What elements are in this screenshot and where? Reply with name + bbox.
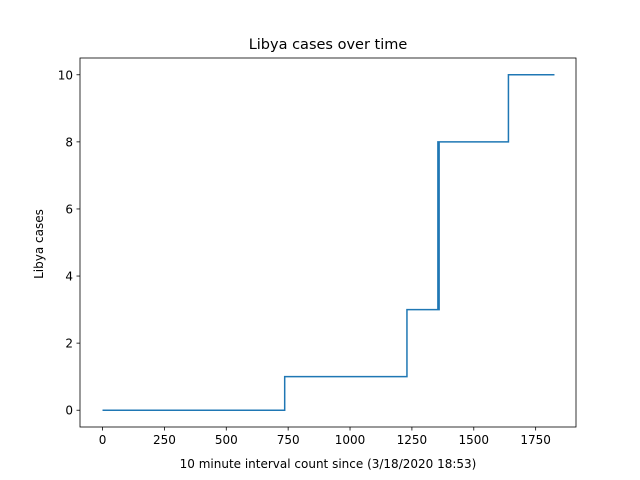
y-tick-label: 0: [65, 404, 73, 418]
plot-area: [102, 74, 555, 411]
y-tick-label: 6: [65, 202, 73, 216]
x-tick-label: 1750: [520, 433, 551, 447]
y-tick-label: 4: [65, 270, 73, 284]
x-tick-label: 0: [99, 433, 107, 447]
x-tick-label: 1250: [397, 433, 428, 447]
x-tick-label: 250: [153, 433, 176, 447]
x-tick-label: 1000: [335, 433, 366, 447]
series-line-0: [102, 74, 555, 411]
x-tick-label: 500: [215, 433, 238, 447]
axes-frame: [79, 57, 577, 428]
x-tick-label: 1500: [459, 433, 490, 447]
chart-title: Libya cases over time: [249, 37, 408, 53]
axes: 0 250 500 750 1000 1250 1500 1750 0 2 4 6 8 10: [58, 57, 577, 447]
x-axis-label: 10 minute interval count since (3/18/202…: [180, 457, 477, 471]
y-axis-label: Libya cases: [32, 209, 46, 279]
y-tick-label: 8: [65, 135, 73, 149]
y-tick-label: 2: [65, 337, 73, 351]
x-tick-label: 750: [277, 433, 300, 447]
y-tick-label: 10: [58, 68, 73, 82]
